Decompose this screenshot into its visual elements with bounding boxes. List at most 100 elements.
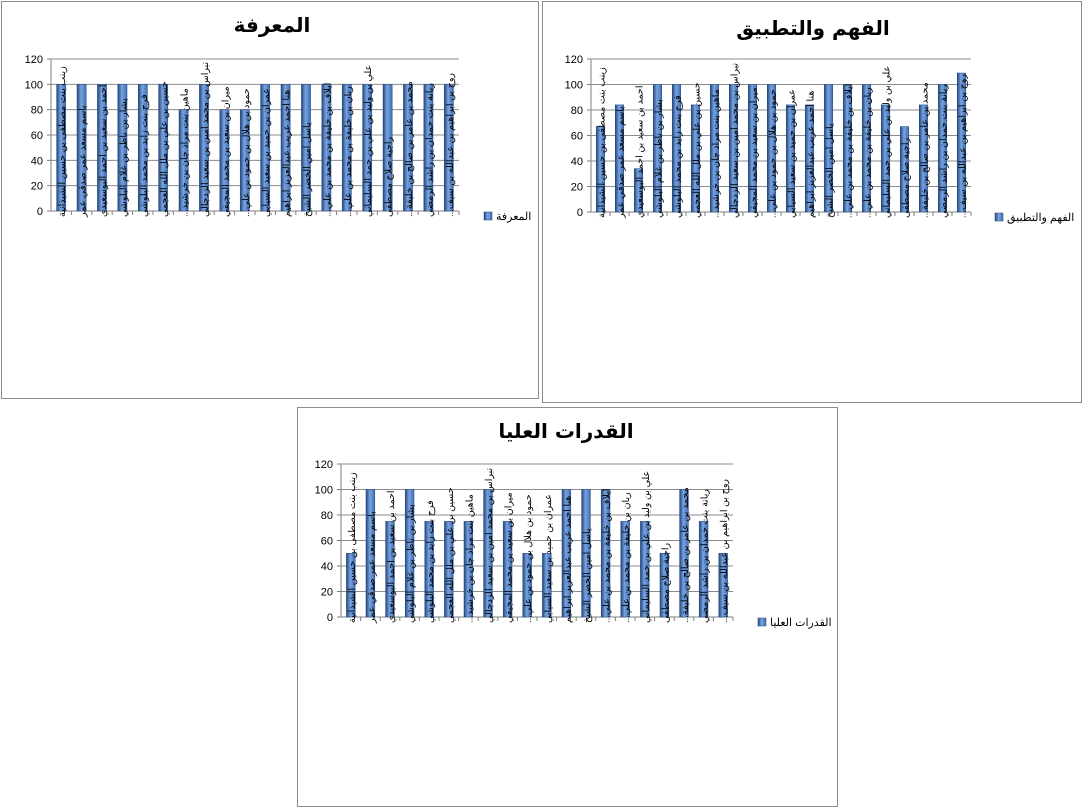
category-label: حمود بن هلال بن حمود بن علي... bbox=[241, 88, 252, 217]
category-label: ميران بن سعيد بن محمد المجيفي bbox=[504, 492, 515, 623]
y-tick-label: 0 bbox=[577, 207, 583, 219]
category-label: راجية صلاح مصطفى bbox=[901, 138, 912, 218]
bar bbox=[444, 521, 454, 618]
bar bbox=[747, 84, 758, 213]
bar bbox=[785, 104, 796, 213]
category-label: هنا احمد عريب عبدالعزيز ابراهيم bbox=[806, 91, 817, 218]
bar bbox=[698, 521, 709, 618]
category-label: هنا احمد عريب عبدالعزيز ابراهيم bbox=[562, 496, 573, 623]
y-tick-label: 0 bbox=[327, 612, 333, 624]
legend-label: القدرات العليا bbox=[770, 617, 832, 629]
bar bbox=[260, 84, 271, 212]
bar bbox=[804, 104, 815, 213]
bar bbox=[404, 489, 415, 618]
category-label: علي بن وليد بن علي بن حمد السليماني bbox=[363, 65, 374, 217]
category-label: ايلاف بن خليفة بن محمد بن علي... bbox=[844, 84, 855, 218]
bar bbox=[679, 489, 689, 618]
bar bbox=[542, 553, 552, 618]
y-tick-label: 20 bbox=[571, 182, 583, 194]
category-label: احمد بن سعيد بن احمد البوسعيدي bbox=[98, 85, 109, 217]
y-tick-label: 100 bbox=[565, 80, 583, 92]
category-label: روح بن ابراهيم بن عبدالله بن سيف... bbox=[719, 479, 730, 623]
bar bbox=[956, 72, 967, 213]
bar bbox=[659, 553, 670, 618]
bar bbox=[600, 489, 611, 618]
bar bbox=[382, 84, 393, 212]
bar bbox=[97, 84, 107, 212]
category-label: حسين بن علي بن ملل الله العجمي bbox=[445, 487, 456, 623]
chart-title: المعرفة bbox=[234, 13, 311, 37]
y-tick-label: 40 bbox=[321, 561, 333, 573]
bar bbox=[219, 109, 230, 212]
bar bbox=[614, 104, 625, 213]
bar bbox=[280, 84, 291, 212]
category-label: ريانة بنت حمدان بن راشد الرمضي bbox=[939, 84, 950, 218]
legend-swatch bbox=[994, 212, 1004, 222]
bar bbox=[239, 109, 250, 212]
y-tick-label: 20 bbox=[31, 181, 43, 193]
bar bbox=[561, 489, 572, 618]
bar bbox=[423, 84, 434, 212]
category-label: فرح بنت زايد بن محمد البلوشي bbox=[673, 95, 684, 218]
bar bbox=[709, 84, 720, 213]
category-label: فرح بنت زايد بن محمد البلوشي bbox=[139, 94, 150, 217]
category-label: ياسل امين الخضر الشيخ bbox=[302, 122, 313, 217]
chart-title: القدرات العليا bbox=[498, 419, 633, 443]
bar bbox=[899, 126, 910, 213]
y-tick-label: 40 bbox=[31, 155, 43, 167]
bar bbox=[362, 84, 373, 212]
bar bbox=[56, 84, 67, 212]
bar bbox=[158, 84, 169, 212]
bar bbox=[463, 521, 474, 618]
category-label: زينب بنت مصطفى بن حسين الشيذانية bbox=[57, 66, 68, 217]
category-label: زينب بنت مصطفى بن حسين الشيذانية bbox=[597, 67, 608, 218]
category-label: علي بن وليد بن علي بن حمد السليماني bbox=[882, 66, 893, 218]
bar bbox=[728, 84, 739, 213]
bar bbox=[301, 84, 311, 212]
bar bbox=[652, 84, 663, 213]
chart-higher-abilities: القدرات العليا 0 20 40 60 80 100 120 زينب بنت مص… bbox=[315, 419, 832, 629]
bar bbox=[346, 553, 356, 618]
bar bbox=[178, 109, 189, 212]
category-label: فرح بنت زايد بن محمد البلوشي bbox=[425, 500, 436, 623]
category-label: ميران بن سعيد بن محمد المجيفي bbox=[749, 87, 760, 218]
bar bbox=[581, 489, 591, 618]
category-label: بشار بن ناظر بن غلام البلوشي bbox=[654, 99, 665, 218]
bar bbox=[842, 84, 853, 213]
category-label: بشار بن ناظر بن غلام البلوشي bbox=[406, 504, 417, 623]
bar bbox=[341, 84, 352, 212]
category-label: روح بن ابراهيم بن عبدالله بن سيف... bbox=[445, 73, 456, 217]
y-tick-label: 20 bbox=[321, 587, 333, 599]
bar bbox=[671, 84, 682, 213]
bar bbox=[861, 84, 872, 213]
category-label: ماهين بنت مراد جان بن خرشيد... bbox=[180, 88, 191, 217]
category-label: نبراس بن محمد امين بن سعيد الزدجالي bbox=[484, 468, 495, 623]
category-label: محمد بن عامر بن صالح بن خليفة... bbox=[404, 81, 415, 217]
category-label: ايلاف بن خليفة بن محمد بن علي... bbox=[322, 83, 333, 217]
legend-swatch bbox=[483, 211, 493, 221]
category-label: حمود بن هلال بن حمود بن علي... bbox=[523, 494, 534, 623]
category-label: ايلاف بن خليفة بن محمد بن علي... bbox=[602, 489, 613, 623]
category-label: حسين بن علي بن ملل الله العجمي bbox=[159, 81, 170, 217]
category-label: روح بن ابراهيم بن عبدالله بن سيف... bbox=[958, 74, 969, 218]
chart-panel-higher-abilities: القدرات العليا 0 20 40 60 80 100 120 زينب بنت مص… bbox=[297, 407, 838, 807]
category-label: حسين بن علي بن ملل الله العجمي bbox=[692, 82, 703, 218]
legend-label: الفهم والتطبيق bbox=[1007, 212, 1074, 224]
chart-title: الفهم والتطبيق bbox=[736, 16, 889, 40]
category-label: محمد بن عامر بن صالح بن خليفة... bbox=[920, 82, 931, 218]
category-label: نبراس بن محمد امين بن سعيد الزدجالي bbox=[730, 63, 741, 218]
chart-knowledge: المعرفة 0 20 40 60 80 100 120 زينب بنت مصطفى بن … bbox=[25, 13, 532, 223]
bar bbox=[443, 84, 454, 212]
legend-swatch bbox=[757, 617, 767, 627]
bar bbox=[522, 553, 532, 618]
category-label: محمد بن عامر بن صالح بن خليفة... bbox=[680, 487, 691, 623]
bar bbox=[199, 84, 209, 212]
category-label: ريان بن خليفة بن محمد بن علي... bbox=[621, 492, 632, 623]
category-label: ياسل امين الخضر الشيخ bbox=[582, 528, 593, 623]
category-label: ريان بن خليفة بن محمد بن علي... bbox=[863, 87, 874, 218]
bar bbox=[823, 84, 834, 213]
category-label: علي بن وليد بن علي بن حمد السليماني bbox=[641, 471, 652, 623]
category-label: باسم مسعد عمر صدقي عمر bbox=[366, 511, 377, 624]
bar bbox=[137, 84, 148, 212]
category-label: حمود بن هلال بن حمود بن علي... bbox=[768, 89, 779, 218]
